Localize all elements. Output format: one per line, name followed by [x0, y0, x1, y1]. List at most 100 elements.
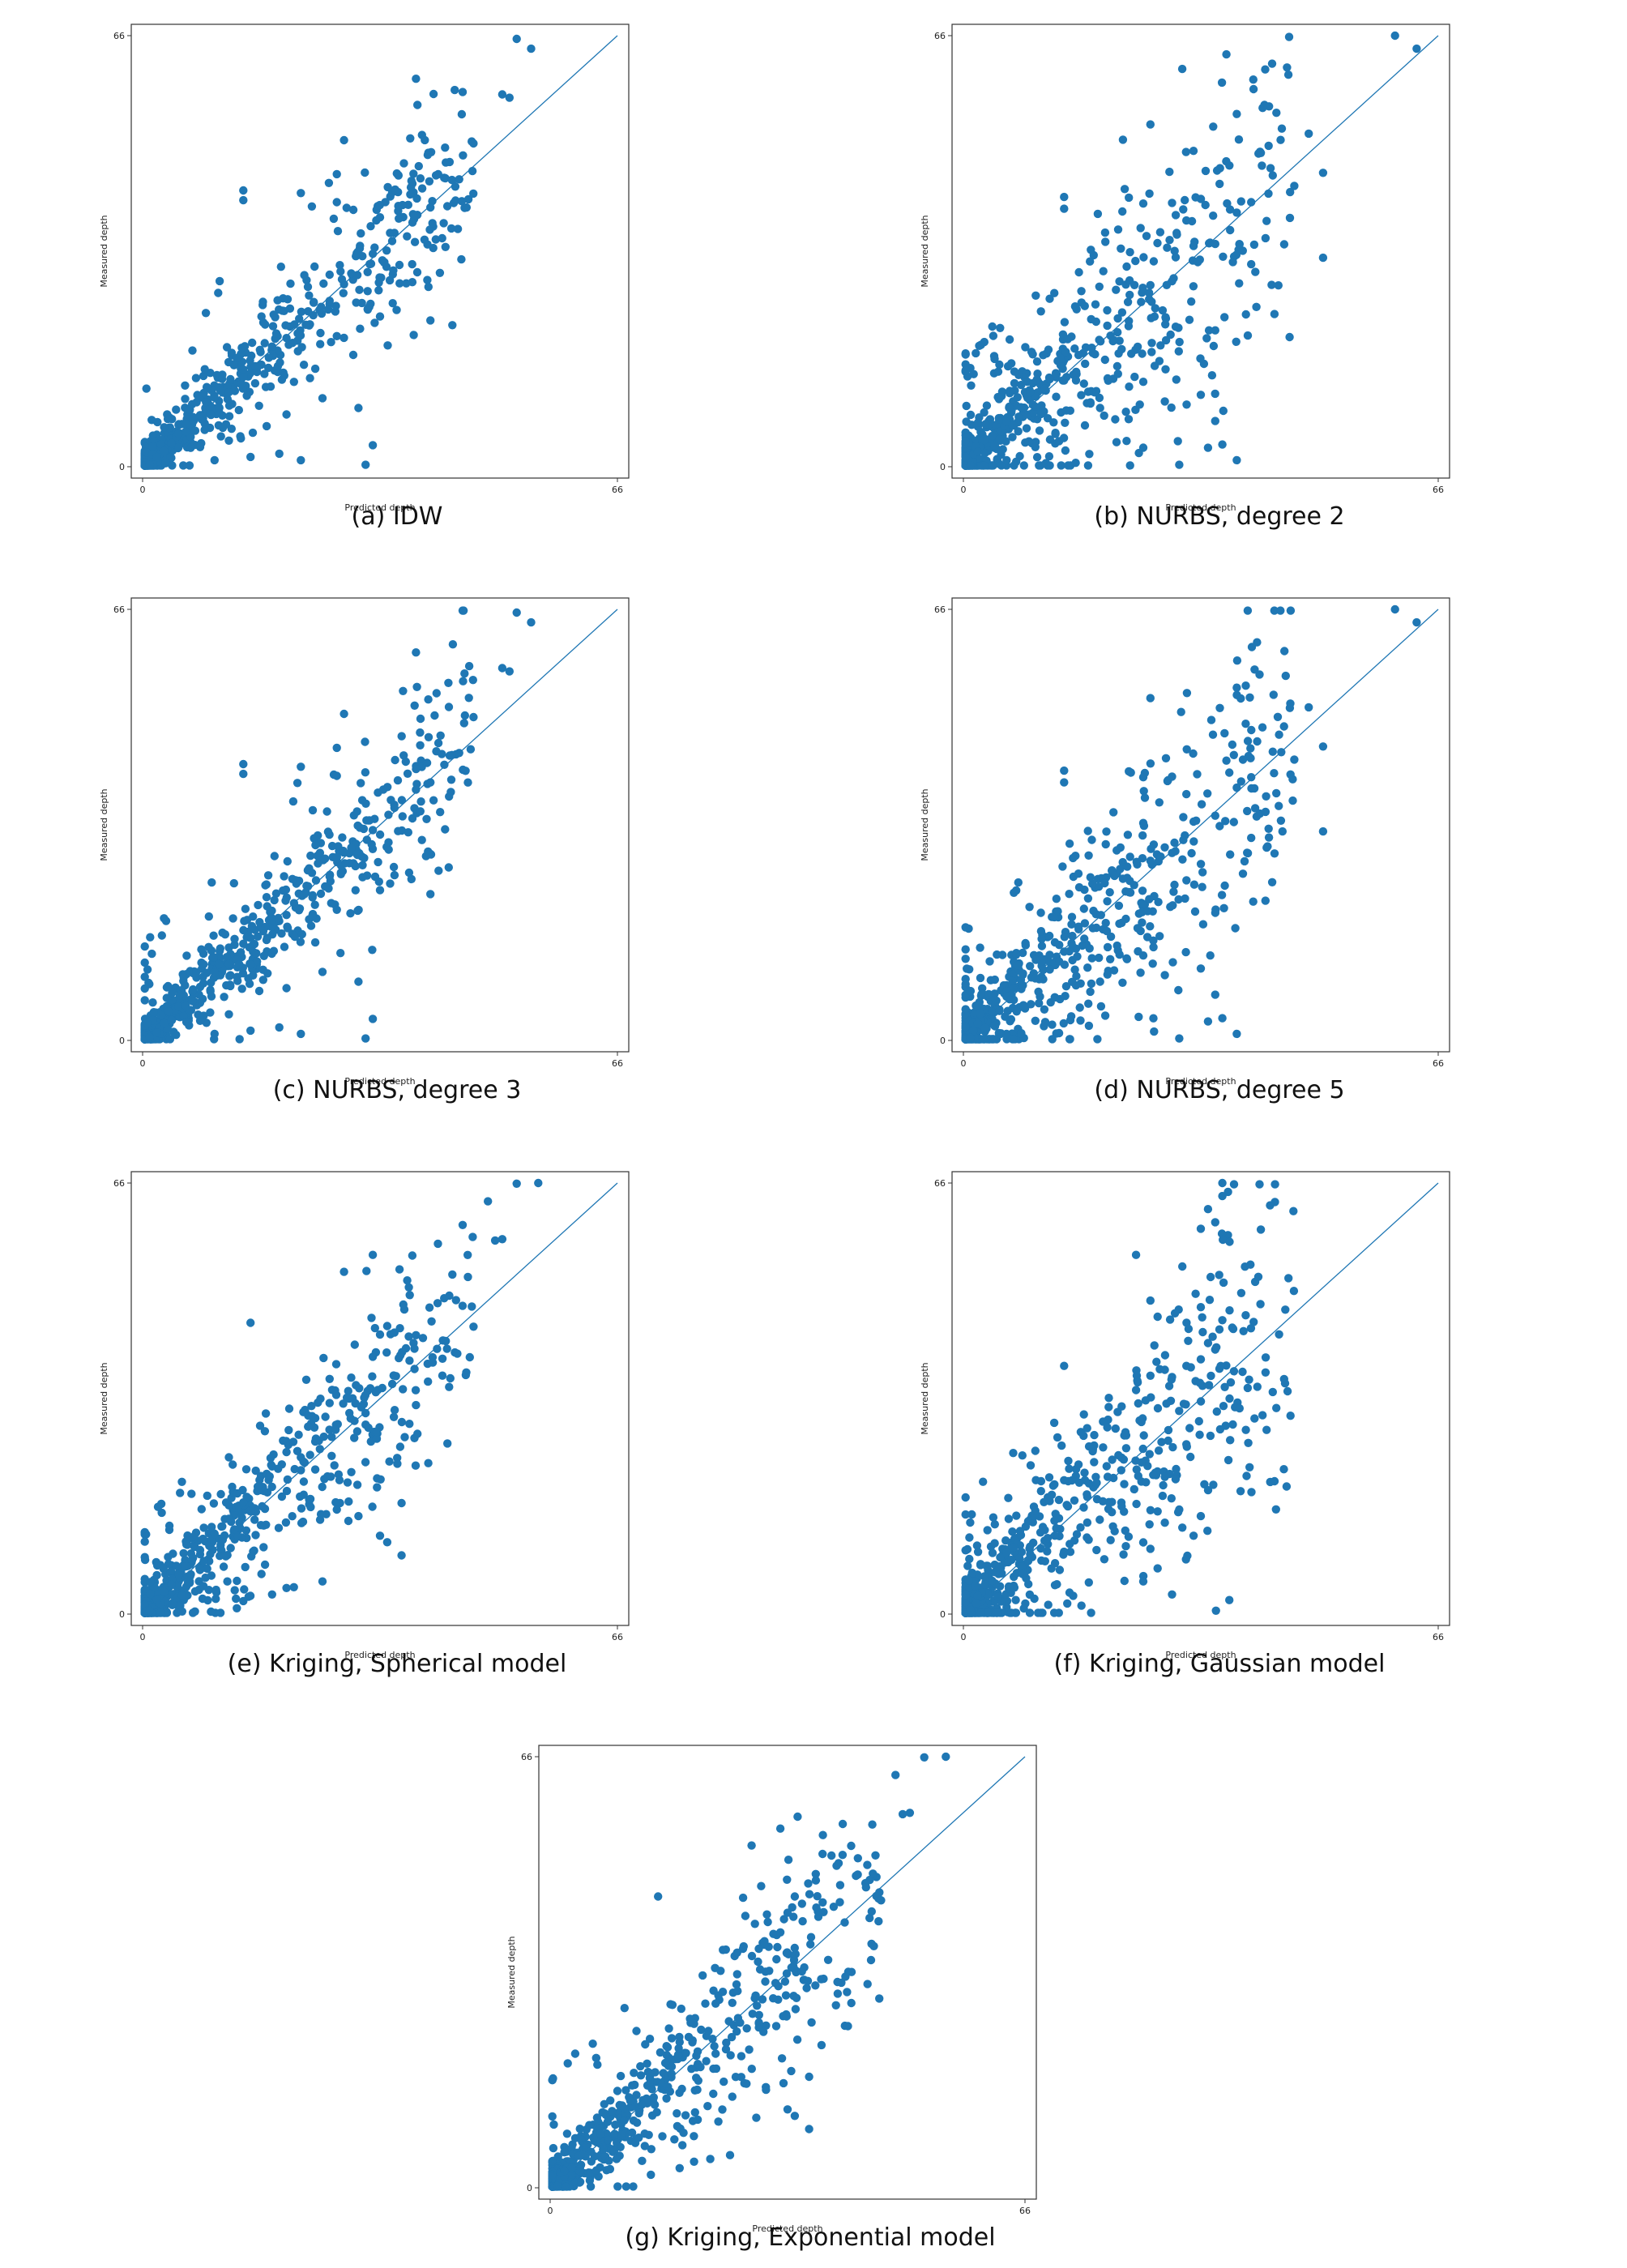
- data-point: [1261, 233, 1270, 243]
- data-point: [701, 1999, 710, 2008]
- data-point: [1050, 1516, 1059, 1525]
- data-point: [469, 139, 478, 148]
- data-point: [1279, 722, 1288, 731]
- data-point: [984, 1591, 993, 1600]
- data-point: [395, 214, 404, 223]
- data-point: [148, 442, 157, 451]
- data-point: [990, 354, 999, 364]
- reference-line: [142, 35, 618, 468]
- data-point: [1125, 461, 1134, 470]
- data-point: [1220, 313, 1229, 322]
- data-point: [468, 1302, 476, 1311]
- data-point: [299, 1477, 309, 1486]
- data-point: [1121, 1428, 1130, 1437]
- data-point: [1166, 330, 1175, 340]
- data-point: [1247, 784, 1256, 793]
- data-point: [404, 828, 412, 837]
- data-point: [1019, 461, 1028, 470]
- data-point: [140, 1537, 149, 1546]
- data-point: [389, 1412, 399, 1421]
- data-point: [297, 1504, 306, 1513]
- data-point: [1053, 1433, 1062, 1442]
- data-point: [1008, 1527, 1017, 1536]
- data-point: [1066, 1012, 1076, 1021]
- data-point: [211, 1595, 220, 1604]
- data-point: [567, 2143, 576, 2153]
- data-point: [408, 814, 417, 823]
- data-point: [747, 1841, 756, 1850]
- data-point: [609, 2146, 619, 2155]
- data-point: [219, 1562, 228, 1571]
- data-point: [354, 404, 363, 412]
- data-point: [282, 1447, 291, 1457]
- data-point: [1197, 800, 1206, 809]
- data-point: [1057, 461, 1065, 470]
- data-point: [1172, 230, 1181, 239]
- data-point: [1269, 690, 1278, 699]
- x-tick-label: 0: [140, 1632, 146, 1642]
- data-point: [649, 2093, 658, 2102]
- y-tick-label: 66: [113, 1178, 125, 1189]
- data-point: [397, 1417, 407, 1427]
- data-point: [1123, 297, 1133, 306]
- data-point: [431, 235, 440, 244]
- data-point: [412, 194, 421, 203]
- data-point: [636, 2071, 646, 2080]
- data-point: [390, 803, 399, 813]
- data-point: [1160, 1518, 1169, 1527]
- data-point: [1064, 1456, 1073, 1466]
- x-axis-label: Predicted depth: [1165, 1650, 1236, 1660]
- data-point: [1232, 109, 1241, 118]
- data-point: [1112, 438, 1121, 446]
- data-point: [1053, 907, 1062, 916]
- data-point: [254, 986, 264, 996]
- data-point: [591, 2053, 600, 2062]
- x-tick-label: 66: [1433, 1058, 1444, 1069]
- data-point: [433, 738, 443, 748]
- data-point: [690, 2108, 699, 2117]
- data-point: [368, 1014, 378, 1023]
- axes-frame: [951, 1171, 1450, 1626]
- data-point: [655, 2048, 665, 2057]
- data-point: [407, 874, 416, 884]
- data-point: [1120, 185, 1130, 194]
- data-point: [464, 661, 474, 671]
- data-point: [1146, 759, 1155, 768]
- data-point: [1241, 1311, 1250, 1320]
- data-point: [411, 1461, 421, 1470]
- data-point: [835, 1881, 845, 1890]
- data-point: [1103, 942, 1112, 952]
- data-point: [357, 779, 365, 788]
- data-point: [1155, 228, 1165, 237]
- data-point: [1203, 1339, 1213, 1348]
- data-point: [1219, 1278, 1228, 1288]
- data-point: [391, 1372, 400, 1381]
- data-point: [1096, 1002, 1106, 1011]
- data-point: [1250, 1414, 1259, 1423]
- data-point: [798, 1916, 807, 1926]
- data-point: [406, 134, 415, 143]
- data-point: [773, 1942, 782, 1952]
- data-point: [397, 826, 407, 835]
- data-point: [464, 694, 473, 703]
- data-point: [726, 2051, 735, 2060]
- data-point: [703, 2102, 712, 2111]
- data-point: [342, 203, 351, 212]
- data-point: [1222, 156, 1231, 166]
- data-point: [988, 1576, 997, 1586]
- data-point: [1060, 204, 1069, 213]
- data-point: [316, 889, 326, 899]
- data-point: [512, 608, 521, 617]
- data-point: [267, 342, 276, 351]
- data-point: [361, 168, 369, 177]
- data-point: [186, 1570, 195, 1579]
- data-point: [1145, 1520, 1154, 1529]
- data-point: [390, 1406, 399, 1415]
- data-point: [1139, 787, 1148, 796]
- data-point: [1060, 766, 1069, 775]
- data-point: [843, 1967, 853, 1976]
- data-point: [319, 1353, 328, 1363]
- data-point: [451, 182, 460, 191]
- data-point: [1276, 135, 1285, 144]
- data-point: [409, 169, 418, 178]
